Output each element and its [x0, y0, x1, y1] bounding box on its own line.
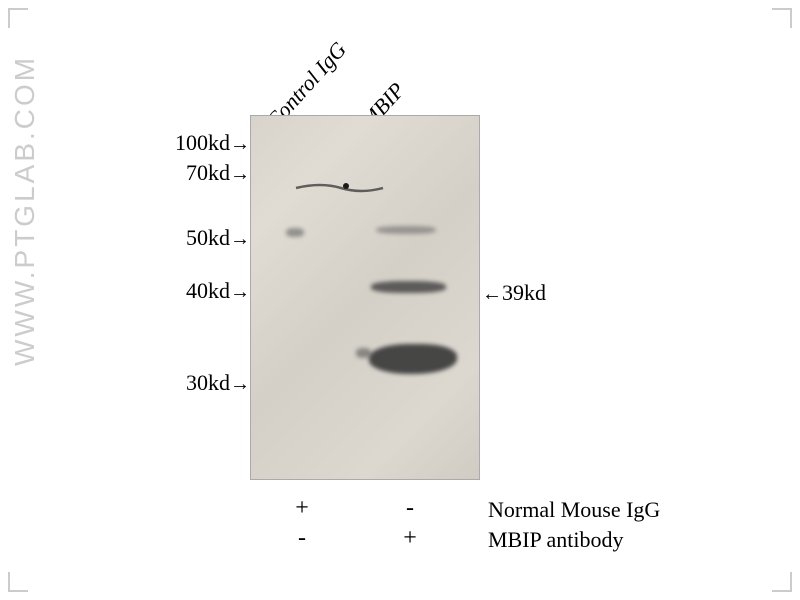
condition-r2-label: MBIP antibody — [488, 527, 623, 553]
condition-r2-lane1: - — [292, 525, 312, 552]
condition-r1-lane2: - — [400, 495, 420, 522]
arrow-icon: → — [230, 228, 250, 251]
arrow-icon: → — [230, 133, 250, 156]
result-band-text: 39kd — [502, 280, 546, 305]
figure-container: WWW.PTGLAB.COM Control IgG MBIP 100kd→ 7… — [0, 0, 800, 600]
band-control-50kd — [286, 228, 304, 237]
condition-r1-label: Normal Mouse IgG — [488, 497, 660, 523]
band-sample-39kd — [371, 281, 446, 293]
marker-40kd: 40kd→ — [152, 278, 250, 304]
arrow-icon: → — [230, 281, 250, 304]
arrow-icon: → — [230, 373, 250, 396]
corner-marker-tr — [772, 8, 792, 28]
marker-100kd-text: 100kd — [175, 130, 230, 155]
marker-100kd: 100kd→ — [140, 130, 250, 156]
corner-marker-tl — [8, 8, 28, 28]
band-sample-50kd — [376, 226, 436, 234]
marker-40kd-text: 40kd — [186, 278, 230, 303]
marker-50kd-text: 50kd — [186, 225, 230, 250]
marker-70kd-text: 70kd — [186, 160, 230, 185]
band-sample-30kd — [369, 344, 457, 374]
condition-r2-lane2: + — [400, 525, 420, 552]
arrow-icon: ← — [482, 283, 502, 306]
corner-marker-bl — [8, 572, 28, 592]
arrow-icon: → — [230, 163, 250, 186]
corner-marker-br — [772, 572, 792, 592]
result-band-label: ←39kd — [482, 280, 546, 306]
marker-30kd: 30kd→ — [152, 370, 250, 396]
marker-70kd: 70kd→ — [152, 160, 250, 186]
marker-50kd: 50kd→ — [152, 225, 250, 251]
condition-r1-lane1: + — [292, 495, 312, 522]
watermark-text: WWW.PTGLAB.COM — [9, 55, 41, 366]
blot-membrane — [250, 115, 480, 480]
artifact-streak — [291, 178, 391, 198]
marker-30kd-text: 30kd — [186, 370, 230, 395]
